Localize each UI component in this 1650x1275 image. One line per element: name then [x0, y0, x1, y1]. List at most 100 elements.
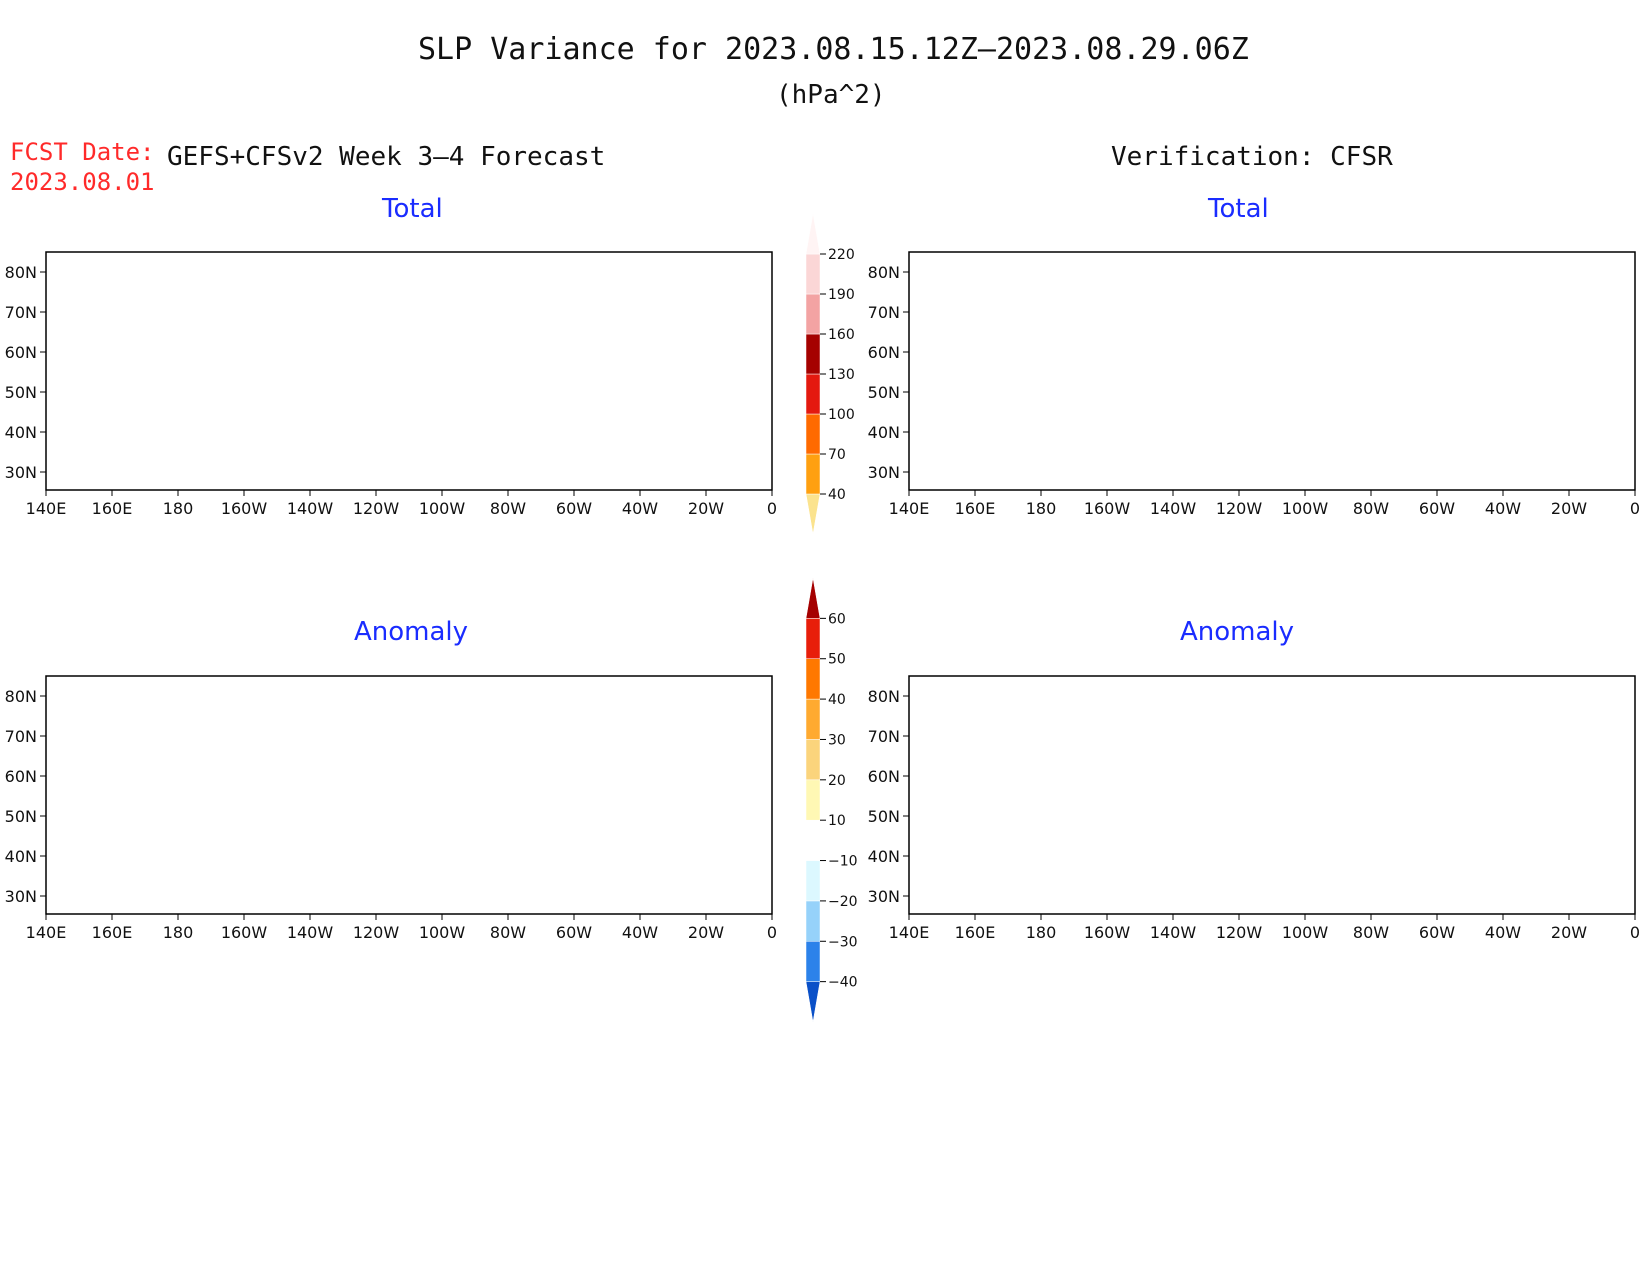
lat-tick-label: 60N [868, 343, 900, 362]
anomaly-colorbar: −40 −30 −20 −10 10 20 30 40 50 60 [805, 577, 858, 1023]
colorbar-swatch [805, 900, 821, 942]
lon-tick-label: 60W [1419, 923, 1455, 942]
lat-tick-label: 50N [868, 807, 900, 826]
fc-anom-title: Anomaly [354, 617, 469, 647]
colorbar-swatch [805, 698, 821, 740]
colorbar-label: −40 [828, 975, 858, 991]
lon-tick-label: 40W [622, 923, 658, 942]
lon-tick-label: 120W [1216, 923, 1263, 942]
colorbar-swatch [805, 213, 821, 255]
lat-tick-label: 60N [5, 343, 37, 362]
lon-tick-label: 80W [1353, 923, 1389, 942]
colorbar-label: 20 [828, 773, 846, 789]
lat-tick-label: 70N [5, 727, 37, 746]
colorbar-swatch [805, 577, 821, 619]
lat-tick-label: 50N [5, 807, 37, 826]
colorbar-swatch [805, 293, 821, 335]
colorbar-label: 190 [828, 287, 855, 303]
lat-tick-label: 70N [868, 303, 900, 322]
lon-tick-label: 180 [163, 499, 194, 518]
lon-tick-label: 180 [1026, 499, 1057, 518]
lon-tick-label: 40W [1485, 923, 1521, 942]
lon-tick-label: 160W [1084, 923, 1131, 942]
colorbar-swatch [805, 618, 821, 659]
lon-tick-label: 140E [889, 923, 930, 942]
lat-tick-label: 70N [5, 303, 37, 322]
colorbar-swatch [805, 373, 821, 415]
total-colorbar: 40 70 100 130 160 190 220 [805, 213, 855, 535]
lat-tick-label: 60N [868, 767, 900, 786]
map-panel-verification-total [902, 251, 1636, 491]
lon-tick-label: 20W [688, 499, 724, 518]
lon-tick-label: 100W [1282, 499, 1329, 518]
lat-tick-label: 80N [5, 263, 37, 282]
colorbar-swatch [805, 493, 821, 535]
lon-tick-label: 160E [92, 499, 133, 518]
obs-total-title: Total [1208, 194, 1269, 224]
colorbar-swatch [805, 860, 821, 902]
forecast-header: GEFS+CFSv2 Week 3–4 Forecast [167, 142, 606, 172]
lon-tick-label: 20W [1551, 923, 1587, 942]
total-shading-bering [968, 316, 1107, 430]
units-subtitle: (hPa^2) [776, 80, 886, 110]
panel-frame [45, 675, 773, 915]
panel-frame [908, 675, 1636, 915]
colorbar-label: 50 [828, 652, 846, 668]
main-title: SLP Variance for 2023.08.15.12Z–2023.08.… [418, 32, 1249, 67]
total-shading-pacific [126, 332, 259, 411]
colorbar-label: 40 [828, 487, 846, 503]
obs-anom-title: Anomaly [1180, 617, 1295, 647]
lat-tick-label: 80N [868, 263, 900, 282]
colorbar-label: 100 [828, 407, 855, 423]
lon-tick-label: 40W [622, 499, 658, 518]
colorbar-label: −10 [828, 854, 858, 870]
lon-tick-label: 160W [221, 923, 268, 942]
lon-tick-label: 100W [1282, 923, 1329, 942]
lon-tick-label: 160E [955, 499, 996, 518]
colorbar-swatch [805, 739, 821, 781]
lon-tick-label: 100W [419, 923, 466, 942]
colorbar-label: 40 [828, 692, 846, 708]
lon-tick-label: 140W [1150, 499, 1197, 518]
lon-tick-label: 60W [556, 499, 592, 518]
fc-total-title: Total [382, 194, 443, 224]
lat-tick-label: 70N [868, 727, 900, 746]
colorbar-label: 220 [828, 247, 855, 263]
lon-tick-label: 0 [767, 923, 777, 942]
total-shading-greenland [615, 285, 671, 315]
fcst-date-label: FCST Date: [10, 138, 155, 166]
lat-tick-label: 60N [5, 767, 37, 786]
lon-tick-label: 160E [955, 923, 996, 942]
lon-tick-label: 140E [26, 923, 67, 942]
lat-tick-label: 30N [5, 887, 37, 906]
lat-tick-label: 40N [5, 847, 37, 866]
lon-tick-label: 20W [1551, 499, 1587, 518]
lon-tick-label: 80W [1353, 499, 1389, 518]
lat-tick-label: 50N [5, 383, 37, 402]
colorbar-label: 70 [828, 447, 846, 463]
lon-tick-label: 140W [1150, 923, 1197, 942]
panel-frame [908, 251, 1636, 491]
lon-tick-label: 80W [490, 499, 526, 518]
lon-tick-label: 140W [287, 499, 334, 518]
lon-tick-label: 60W [1419, 499, 1455, 518]
verification-header: Verification: CFSR [1111, 142, 1393, 172]
colorbar-swatch [805, 413, 821, 455]
lon-tick-label: 180 [163, 923, 194, 942]
lon-tick-label: 80W [490, 923, 526, 942]
lon-tick-label: 160W [221, 499, 268, 518]
axis-labels: 80N 70N 60N 50N 40N 30N 140E 160E 180 160W 140W 120… [5, 263, 1640, 942]
colorbar-swatch [805, 941, 821, 982]
lat-tick-label: 40N [5, 423, 37, 442]
colorbar-swatch [805, 253, 821, 295]
colorbar-swatch [805, 819, 821, 861]
colorbar-swatch [805, 981, 821, 1023]
lat-tick-label: 80N [5, 687, 37, 706]
colorbar-swatch [805, 333, 821, 375]
colorbar-label: 10 [828, 813, 846, 829]
colorbar-swatch [805, 453, 821, 495]
colorbar-label: −20 [828, 894, 858, 910]
lon-tick-label: 140E [26, 499, 67, 518]
lon-tick-label: 20W [688, 923, 724, 942]
